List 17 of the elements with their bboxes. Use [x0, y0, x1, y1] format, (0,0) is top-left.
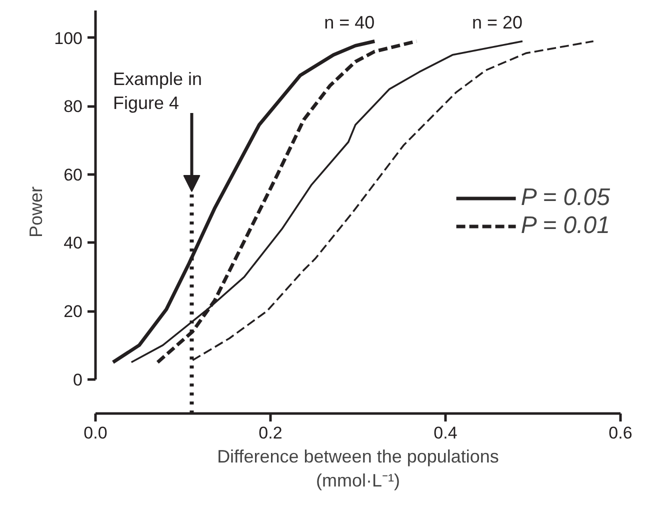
y-axis-title: Power [26, 186, 46, 238]
annotation: n = 20 [472, 12, 522, 32]
legend-label: P = 0.01 [520, 212, 610, 240]
annotation: n = 40 [324, 12, 375, 32]
legend-label: P = 0.05 [520, 184, 610, 212]
y-tick-label: 40 [64, 234, 83, 253]
y-tick-label: 0 [73, 370, 83, 390]
y-tick-label: 80 [64, 97, 83, 116]
x-tick-label: 0.4 [434, 424, 458, 442]
y-tick-label: 20 [64, 302, 83, 322]
x-tick-label: 0.6 [608, 424, 632, 442]
x-tick-label: 0.0 [84, 424, 108, 442]
ref-line-label: Example in Figure 4 [113, 68, 202, 113]
y-tick-label: 100 [54, 28, 83, 48]
y-tick-label: 60 [64, 165, 83, 184]
x-tick-label: 0.2 [258, 424, 282, 442]
x-axis-title: Difference between the populations (mmol·L⁻¹) [217, 446, 499, 490]
